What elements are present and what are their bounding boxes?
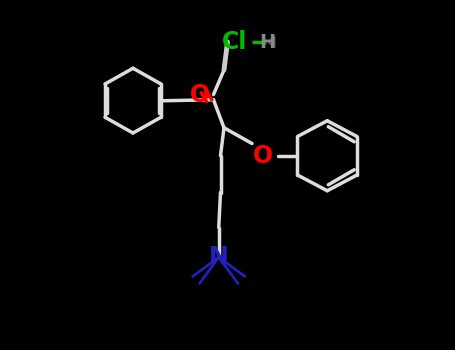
Text: O: O [189,83,210,106]
Text: O: O [253,144,273,168]
Text: N: N [209,245,228,269]
Polygon shape [268,37,275,47]
Text: Cl: Cl [222,30,247,54]
Text: H: H [260,33,276,51]
